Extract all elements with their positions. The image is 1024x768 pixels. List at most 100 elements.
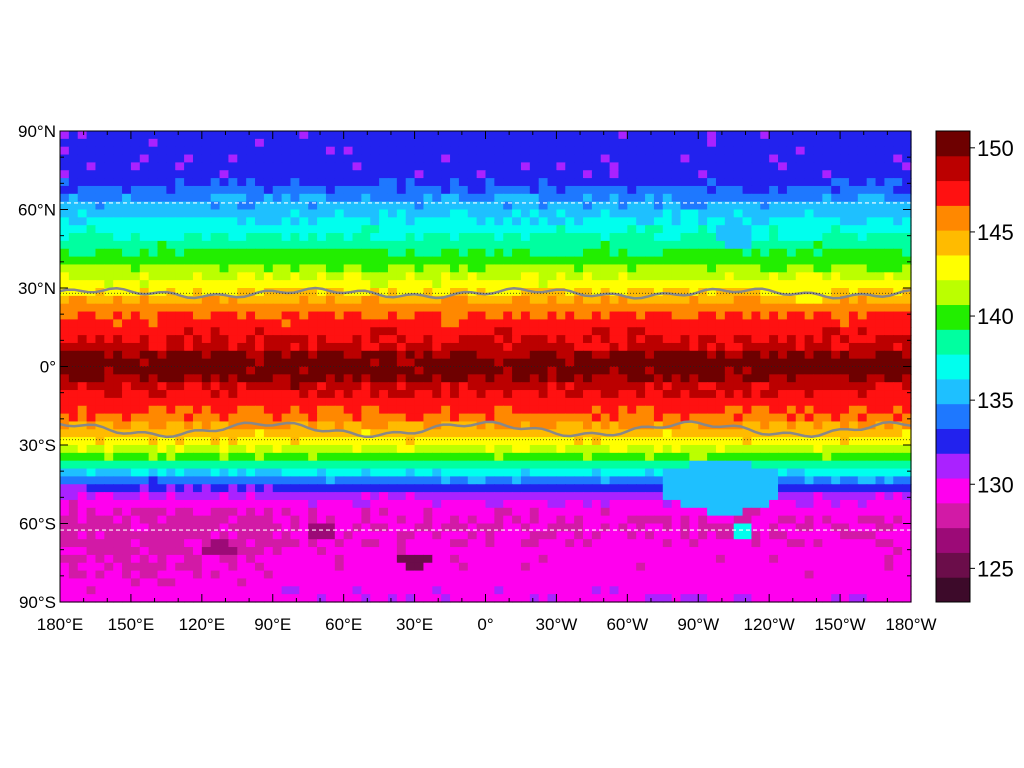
heatmap-cell — [255, 193, 265, 203]
heatmap-cell — [86, 366, 97, 375]
heatmap-cell — [334, 225, 345, 234]
heatmap-cell — [237, 476, 247, 485]
heatmap-cell — [122, 264, 132, 273]
heatmap-cell — [893, 390, 903, 399]
heatmap-cell — [246, 280, 256, 289]
heatmap-cell — [742, 240, 753, 250]
heatmap-cell — [742, 162, 753, 171]
heatmap-cell — [290, 437, 300, 446]
heatmap-cell — [334, 280, 345, 289]
heatmap-cell — [840, 248, 850, 258]
heatmap-cell — [432, 272, 442, 281]
heatmap-cell — [86, 382, 97, 391]
heatmap-cell — [653, 131, 664, 140]
heatmap-cell — [565, 209, 575, 218]
heatmap-cell — [529, 264, 540, 273]
heatmap-cell — [175, 303, 185, 313]
heatmap-cell — [122, 138, 132, 148]
heatmap-cell — [636, 327, 646, 336]
heatmap-cell — [441, 358, 451, 368]
heatmap-cell — [591, 170, 602, 179]
heatmap-cell — [840, 390, 850, 399]
heatmap-cell — [263, 437, 274, 446]
heatmap-cell — [86, 240, 97, 250]
heatmap-cell — [547, 178, 558, 187]
heatmap-cell — [263, 264, 274, 273]
heatmap-cell — [760, 405, 770, 415]
heatmap-cell — [902, 342, 912, 352]
heatmap-cell — [636, 248, 646, 258]
heatmap-cell — [715, 178, 726, 187]
heatmap-cell — [405, 217, 416, 226]
heatmap-cell — [680, 319, 690, 328]
heatmap-cell — [662, 499, 673, 509]
heatmap-cell — [476, 162, 487, 171]
heatmap-cell — [591, 264, 602, 273]
heatmap-cell — [751, 374, 761, 383]
heatmap-cell — [210, 131, 221, 140]
heatmap-cell — [822, 492, 832, 501]
heatmap-cell — [405, 256, 416, 266]
heatmap-cell — [334, 382, 345, 391]
heatmap-cell — [210, 429, 221, 438]
heatmap-cell — [467, 531, 478, 540]
heatmap-cell — [166, 233, 176, 242]
heatmap-cell — [184, 499, 194, 509]
heatmap-cell — [467, 397, 478, 407]
heatmap-cell — [840, 397, 850, 407]
heatmap-cell — [724, 170, 735, 179]
heatmap-cell — [689, 452, 699, 462]
heatmap-cell — [769, 154, 779, 163]
heatmap-cell — [325, 460, 336, 470]
heatmap-cell — [769, 272, 779, 281]
heatmap-cell — [715, 437, 726, 446]
heatmap-cell — [317, 374, 327, 383]
heatmap-cell — [538, 225, 549, 234]
heatmap-cell — [698, 437, 708, 446]
heatmap-cell — [565, 374, 575, 383]
heatmap-cell — [396, 272, 407, 281]
heatmap-cell — [627, 390, 637, 399]
heatmap-cell — [831, 445, 841, 454]
heatmap-cell — [361, 476, 371, 485]
heatmap-cell — [742, 154, 753, 163]
heatmap-cell — [733, 264, 744, 273]
heatmap-cell — [281, 240, 292, 250]
heatmap-cell — [290, 217, 300, 226]
heatmap-cell — [840, 217, 850, 226]
heatmap-cell — [653, 288, 664, 297]
heatmap-cell — [317, 390, 327, 399]
heatmap-cell — [334, 390, 345, 399]
heatmap-cell — [432, 515, 442, 525]
heatmap-cell — [343, 225, 354, 234]
heatmap-cell — [370, 256, 380, 266]
heatmap-cell — [503, 233, 513, 242]
heatmap-cell — [405, 445, 416, 454]
heatmap-cell — [804, 421, 815, 430]
heatmap-cell — [113, 484, 123, 493]
heatmap-cell — [583, 515, 593, 525]
heatmap-cell — [325, 397, 336, 407]
heatmap-cell — [370, 170, 380, 179]
heatmap-cell — [414, 154, 425, 163]
heatmap-cell — [219, 311, 230, 320]
heatmap-cell — [778, 468, 788, 477]
heatmap-cell — [902, 288, 912, 297]
heatmap-cell — [157, 390, 167, 399]
heatmap-cell — [396, 437, 407, 446]
heatmap-cell — [751, 240, 761, 250]
heatmap-cell — [662, 138, 673, 148]
heatmap-cell — [379, 256, 389, 266]
heatmap-cell — [405, 162, 416, 171]
heatmap-cell — [255, 531, 265, 540]
heatmap-cell — [201, 405, 212, 415]
heatmap-cell — [157, 358, 167, 368]
heatmap-cell — [467, 405, 478, 415]
heatmap-cell — [423, 342, 433, 352]
heatmap-cell — [857, 248, 868, 258]
heatmap-cell — [485, 413, 495, 423]
heatmap-cell — [467, 185, 478, 195]
heatmap-cell — [379, 507, 389, 517]
heatmap-cell — [414, 342, 425, 352]
heatmap-cell — [884, 131, 894, 140]
